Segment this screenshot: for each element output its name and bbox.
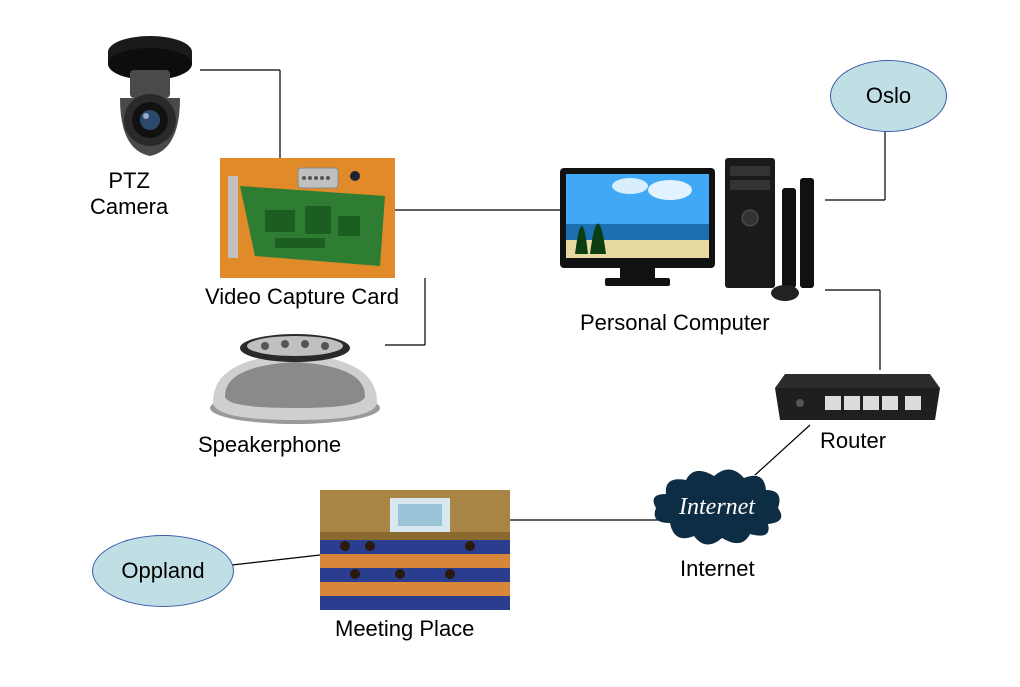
router-label: Router bbox=[820, 428, 886, 454]
ptz-camera-label: PTZ Camera bbox=[90, 168, 168, 221]
personal-computer-icon bbox=[560, 158, 825, 303]
ptz-camera-icon bbox=[100, 30, 200, 160]
oppland-node: Oppland bbox=[92, 535, 234, 607]
meeting-place-icon bbox=[320, 490, 510, 610]
video-capture-card-label: Video Capture Card bbox=[205, 284, 399, 310]
oslo-node: Oslo bbox=[830, 60, 947, 132]
oslo-label: Oslo bbox=[866, 83, 911, 109]
router-icon bbox=[770, 370, 945, 425]
meeting-place-label: Meeting Place bbox=[335, 616, 474, 642]
personal-computer-label: Personal Computer bbox=[580, 310, 770, 336]
diagram-canvas: PTZ Camera Video Capture Card bbox=[0, 0, 1020, 687]
internet-cloud-text: Internet bbox=[678, 494, 756, 520]
oppland-label: Oppland bbox=[121, 558, 204, 584]
speakerphone-icon bbox=[205, 330, 385, 425]
internet-label: Internet bbox=[680, 556, 755, 582]
internet-cloud-icon: Internet bbox=[650, 468, 785, 548]
video-capture-card-icon bbox=[220, 158, 395, 278]
speakerphone-label: Speakerphone bbox=[198, 432, 341, 458]
